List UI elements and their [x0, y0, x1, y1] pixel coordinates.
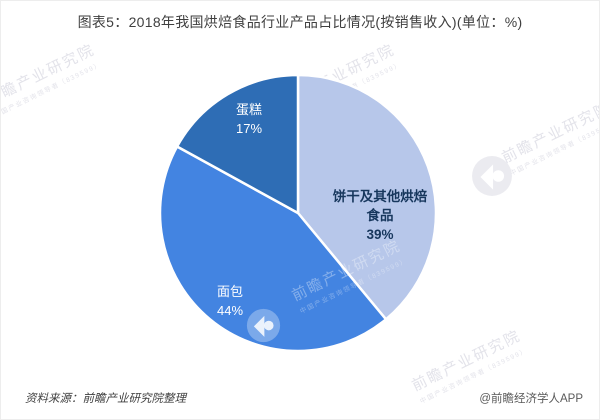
- source-text: 资料来源：前瞻产业研究院整理: [25, 393, 186, 405]
- slice-name: 蛋糕: [235, 102, 262, 117]
- pie-slice-0: [296, 73, 438, 321]
- slice-name-line2: 食品: [366, 208, 394, 223]
- slice-value: 44%: [216, 303, 244, 318]
- slice-name: 面包: [216, 284, 243, 299]
- slice-name-line1: 饼干及其他烘焙: [332, 189, 428, 204]
- page-title: 图表5：2018年我国烘焙食品行业产品占比情况(按销售收入)(单位：%): [77, 14, 523, 30]
- slice-value: 17%: [235, 121, 263, 136]
- slice-value: 39%: [366, 227, 394, 242]
- slice-label-biscuit: 饼干及其他烘焙 食品 39%: [333, 187, 428, 244]
- pie-slice-2: [175, 73, 300, 215]
- pie-slice-1: [158, 145, 388, 353]
- credit-text: @前瞻经济学人APP: [479, 393, 583, 405]
- slice-label-bread: 面包 44%: [217, 282, 243, 320]
- slice-label-cake: 蛋糕 17%: [236, 100, 262, 138]
